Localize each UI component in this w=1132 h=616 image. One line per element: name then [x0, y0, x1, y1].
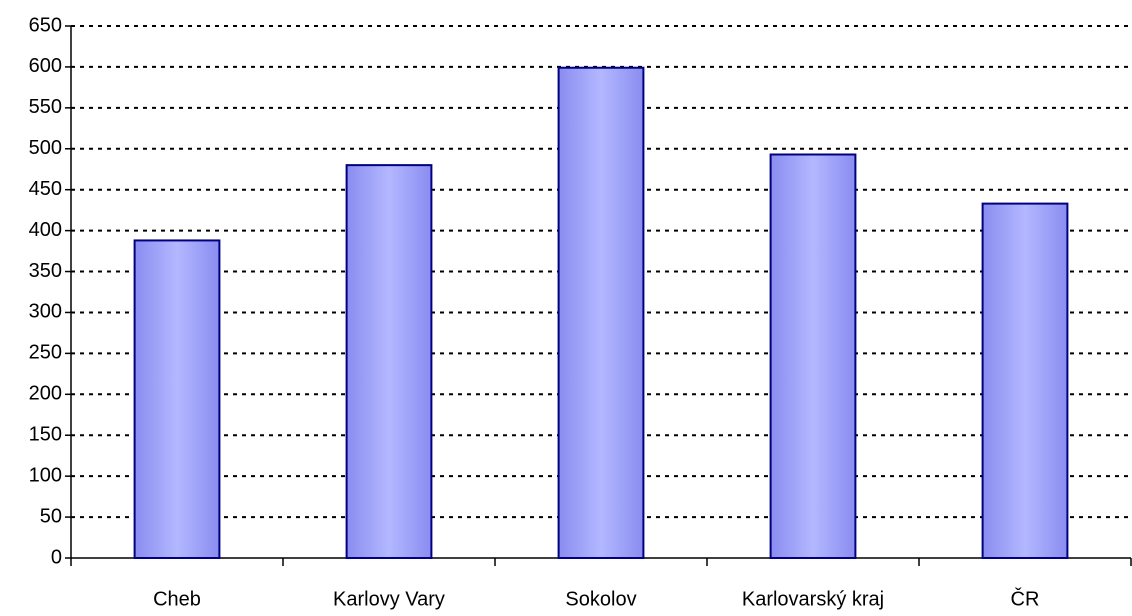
y-tick-label: 350 [29, 260, 62, 282]
bar [769, 153, 857, 559]
bar [133, 239, 221, 559]
bar [345, 164, 433, 559]
x-tick-label: Karlovarský kraj [742, 588, 884, 610]
x-tick-label: ČR [1011, 587, 1040, 610]
y-tick-label: 500 [29, 137, 62, 159]
y-tick-label: 600 [29, 55, 62, 77]
x-tick-label: Cheb [153, 588, 201, 610]
y-tick-label: 50 [40, 505, 62, 527]
y-tick-label: 550 [29, 96, 62, 118]
y-tick-label: 200 [29, 383, 62, 405]
y-tick-label: 450 [29, 178, 62, 200]
bar [981, 202, 1069, 560]
x-tick-label: Sokolov [565, 588, 636, 610]
y-tick-label: 650 [29, 14, 62, 36]
y-tick-label: 150 [29, 424, 62, 446]
bar [557, 66, 645, 559]
y-tick-label: 250 [29, 342, 62, 364]
y-tick-label: 300 [29, 301, 62, 323]
y-tick-label: 0 [51, 546, 62, 568]
y-tick-label: 400 [29, 219, 62, 241]
y-tick-label: 100 [29, 464, 62, 486]
x-tick-label: Karlovy Vary [333, 588, 445, 610]
